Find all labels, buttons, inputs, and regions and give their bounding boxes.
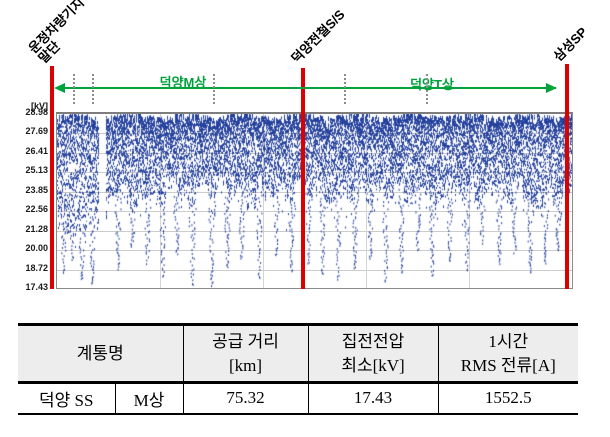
section-label-m-phase: 덕양M상 [159, 75, 207, 90]
station-tick-mark [426, 74, 428, 104]
y-tick-label: 18.72 [25, 262, 48, 273]
y-tick-label: 25.13 [25, 165, 48, 176]
marker-line-unjeong [50, 66, 54, 289]
y-tick-label: 27.69 [25, 126, 48, 137]
y-tick-label: 23.85 [25, 184, 48, 195]
voltage-scatter-data [57, 114, 572, 288]
header-rms-current: 1시간 RMS 전류[A] [437, 324, 579, 384]
y-tick-label: 20.00 [25, 243, 48, 254]
result-table: 계통명 공급 거리 [km] 집전전압 최소[kV] 1시간 RMS 전류[A]… [18, 323, 579, 415]
cell-min-voltage: 17.43 [307, 382, 439, 414]
station-tick-mark [92, 74, 94, 104]
y-axis-unit-label: [kV] [30, 101, 48, 111]
section-label-t-phase: 덕양T상 [410, 77, 454, 92]
cell-system-name: 덕양 SS [18, 382, 116, 414]
y-tick-label: 17.43 [25, 282, 48, 292]
arrowhead-left-icon [54, 83, 65, 93]
y-tick-label: 21.28 [25, 223, 48, 234]
header-supply-distance: 공급 거리 [km] [182, 324, 309, 384]
header-min-voltage: 집전전압 최소[kV] [307, 324, 439, 384]
table-header-row: 계통명 공급 거리 [km] 집전전압 최소[kV] 1시간 RMS 전류[A] [18, 324, 579, 384]
y-tick-label: 22.56 [25, 204, 48, 215]
station-tick-mark [73, 74, 75, 104]
voltage-distance-chart: [kV] 28.98 27.69 26.41 25.13 23.85 22.56 21.28 2… [25, 0, 591, 292]
marker-line-samsung-sp [565, 64, 569, 289]
y-tick-label: 26.41 [25, 145, 48, 156]
marker-label-samsung-sp: 삼성SP [550, 24, 591, 64]
cell-rms-current: 1552.5 [437, 382, 579, 414]
station-tick-mark [213, 74, 215, 104]
table-row: 덕양 SS M상 75.32 17.43 1552.5 [18, 382, 579, 414]
cell-distance: 75.32 [182, 382, 309, 414]
marker-line-deogyang-ss [301, 68, 305, 289]
y-tick-label: 28.98 [25, 107, 48, 117]
header-system-name: 계통명 [18, 324, 184, 384]
marker-label-deogyang-ss: 덕양전철S/S [288, 6, 348, 66]
section-arrow-line [64, 87, 556, 89]
arrowhead-right-icon [546, 83, 557, 93]
plot-area [56, 112, 573, 289]
cell-phase: M상 [114, 382, 184, 414]
marker-label-unjeong: 운정차량기지 말단 [25, 0, 87, 66]
station-tick-mark [344, 74, 346, 104]
